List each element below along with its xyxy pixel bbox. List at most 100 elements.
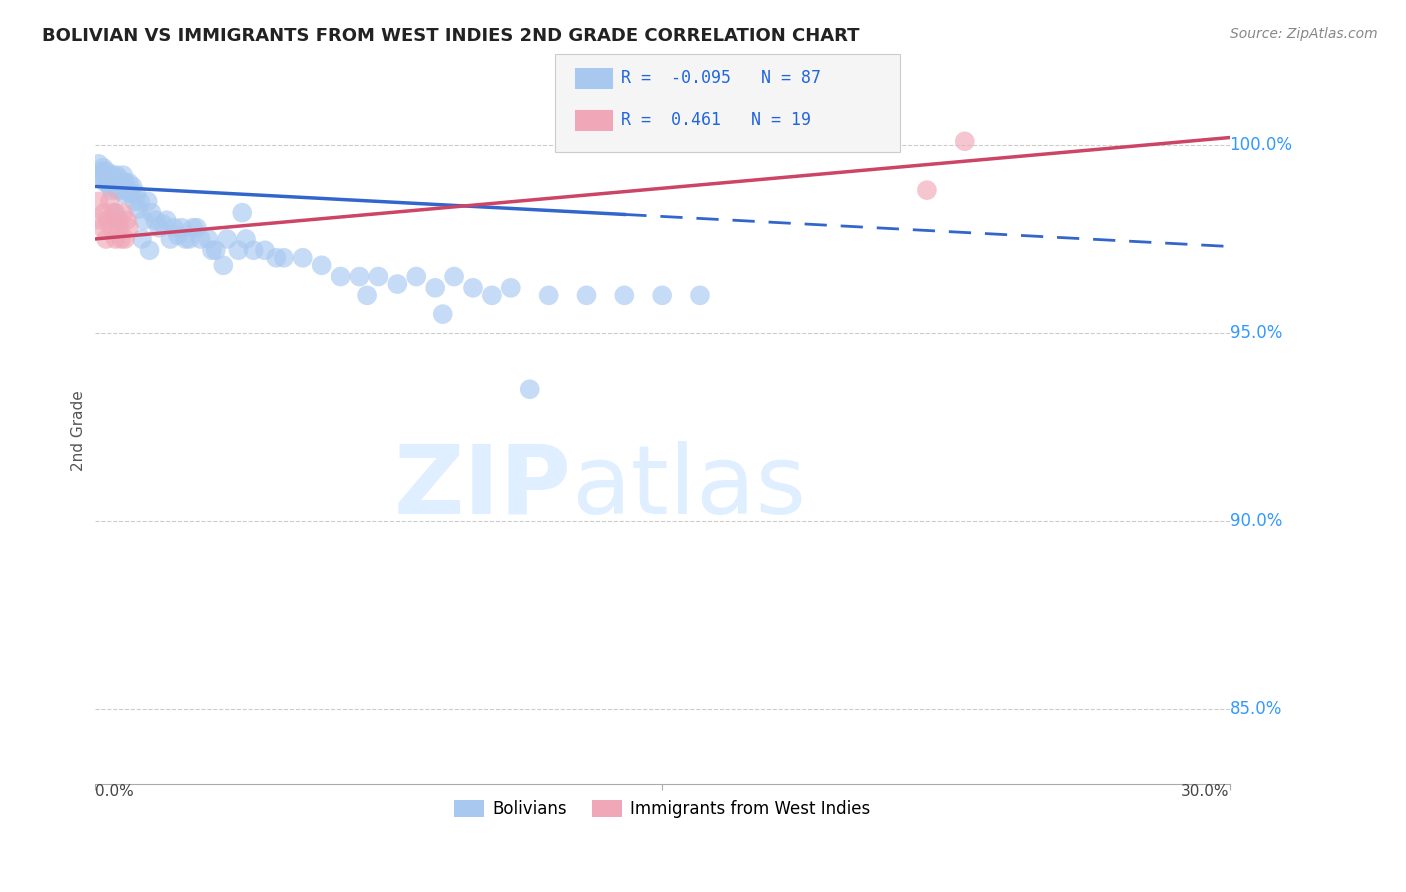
Point [93, 205, 115, 219]
Point [107, 183, 129, 197]
Point [121, 179, 143, 194]
Point [107, 176, 129, 190]
Point [103, 205, 125, 219]
Point [159, 232, 181, 246]
Point [104, 205, 127, 219]
Point [131, 232, 153, 246]
Point [170, 220, 193, 235]
Point [110, 176, 132, 190]
Point [204, 244, 226, 258]
Point [97, 213, 120, 227]
Text: R =  -0.095   N = 87: R = -0.095 N = 87 [621, 69, 821, 87]
Point [115, 213, 138, 227]
Y-axis label: 2nd Grade: 2nd Grade [72, 390, 86, 471]
Text: 30.0%: 30.0% [1181, 784, 1230, 798]
Point [114, 176, 136, 190]
Point [103, 176, 125, 190]
Point [114, 232, 136, 246]
Point [120, 186, 142, 201]
Point [124, 194, 146, 209]
Text: 90.0%: 90.0% [1230, 512, 1282, 530]
Point [129, 194, 152, 209]
Point [181, 220, 204, 235]
Point [179, 232, 201, 246]
Point [155, 213, 177, 227]
Point [98, 172, 121, 186]
Point [499, 281, 522, 295]
Point [367, 269, 389, 284]
Legend: Bolivians, Immigrants from West Indies: Bolivians, Immigrants from West Indies [447, 793, 877, 825]
Point [110, 179, 132, 194]
Point [174, 232, 197, 246]
Point [481, 288, 503, 302]
Text: atlas: atlas [571, 441, 807, 533]
Point [152, 217, 174, 231]
Point [291, 251, 314, 265]
Point [94, 232, 117, 246]
Point [118, 176, 141, 190]
Point [87, 157, 110, 171]
Point [163, 220, 186, 235]
Point [143, 213, 166, 227]
Point [138, 244, 160, 258]
Point [201, 244, 224, 258]
Point [432, 307, 454, 321]
Point [108, 172, 131, 186]
Point [115, 183, 138, 197]
Point [190, 232, 212, 246]
Point [651, 288, 673, 302]
Point [108, 220, 131, 235]
Point [89, 213, 111, 227]
Point [273, 251, 295, 265]
Point [98, 179, 121, 194]
Point [915, 183, 938, 197]
Point [266, 251, 288, 265]
Point [105, 168, 128, 182]
Point [311, 258, 333, 272]
Point [425, 281, 447, 295]
Point [107, 213, 129, 227]
Point [87, 194, 110, 209]
Point [110, 232, 132, 246]
Point [575, 288, 598, 302]
Point [186, 220, 208, 235]
Point [93, 172, 115, 186]
Text: Source: ZipAtlas.com: Source: ZipAtlas.com [1230, 27, 1378, 41]
Point [100, 183, 122, 197]
Point [96, 164, 118, 178]
Point [94, 176, 117, 190]
Point [101, 168, 124, 182]
Point [112, 186, 135, 201]
Text: 85.0%: 85.0% [1230, 699, 1282, 717]
Point [91, 220, 114, 235]
Point [141, 205, 163, 219]
Point [100, 176, 122, 190]
Point [111, 183, 134, 197]
Point [112, 168, 135, 182]
Text: BOLIVIAN VS IMMIGRANTS FROM WEST INDIES 2ND GRADE CORRELATION CHART: BOLIVIAN VS IMMIGRANTS FROM WEST INDIES … [42, 27, 859, 45]
Point [461, 281, 484, 295]
Point [356, 288, 378, 302]
Point [104, 179, 127, 194]
Point [253, 244, 276, 258]
Text: 100.0%: 100.0% [1230, 136, 1292, 154]
Point [136, 194, 159, 209]
Point [132, 213, 155, 227]
Point [91, 164, 114, 178]
Point [94, 168, 117, 182]
Point [537, 288, 560, 302]
Point [100, 220, 122, 235]
Point [953, 134, 976, 148]
Point [443, 269, 465, 284]
Point [197, 232, 219, 246]
Point [329, 269, 352, 284]
Text: 0.0%: 0.0% [94, 784, 134, 798]
Point [231, 205, 253, 219]
Point [613, 288, 636, 302]
Point [98, 194, 121, 209]
Point [689, 288, 711, 302]
Point [212, 258, 235, 272]
Text: 95.0%: 95.0% [1230, 324, 1282, 342]
Point [108, 213, 131, 227]
Point [349, 269, 371, 284]
